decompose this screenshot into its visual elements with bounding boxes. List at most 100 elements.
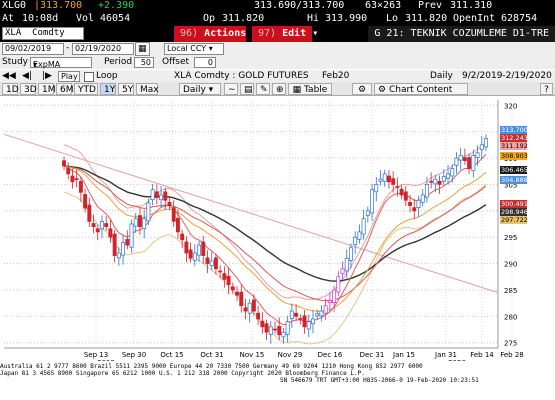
period-input[interactable]: 50: [134, 57, 154, 68]
calendar-icon[interactable]: ▦: [135, 42, 150, 56]
y-tick-label: 295: [504, 234, 517, 242]
price-label: 313.700: [501, 126, 528, 134]
period-button-5y[interactable]: 5Y: [118, 83, 134, 95]
y-tick-label: 290: [504, 261, 517, 269]
candle-body: [142, 218, 147, 230]
candle-body: [391, 178, 396, 185]
period-button-1d[interactable]: 1D: [2, 83, 19, 95]
x-tick-label: Jan 15: [392, 351, 415, 359]
candle-body: [365, 210, 370, 216]
period-button-3d[interactable]: 3D: [20, 83, 37, 95]
edit-menu-button[interactable]: 97) Edit ▾: [252, 26, 318, 42]
play-button[interactable]: Play: [58, 71, 80, 82]
table-button[interactable]: ▦ Table: [288, 83, 332, 95]
candle-body: [209, 260, 214, 267]
price-label: 312.243: [501, 134, 528, 142]
actions-menu-button[interactable]: 96) Actions ▾: [174, 26, 258, 42]
candle-body: [294, 312, 299, 317]
x-tick-label: Feb 28: [500, 351, 524, 359]
low-label: Lo: [386, 13, 399, 24]
table-icon: ▦: [292, 85, 302, 95]
candle-body: [273, 328, 277, 331]
candle-body: [251, 299, 256, 312]
candle-body: [479, 144, 484, 150]
chevron-down-icon: ▾: [33, 60, 38, 69]
period-button-ytd[interactable]: YTD: [74, 83, 98, 95]
candle-body: [108, 228, 113, 238]
date-range-bar: 09/02/2019 - 02/19/2020 ▦ Local CCY ▾: [0, 42, 555, 56]
settings-icon[interactable]: ⚙: [352, 83, 372, 95]
period-button-6m[interactable]: 6M: [56, 83, 74, 95]
price-label-box: [500, 216, 527, 224]
candle-body: [319, 310, 324, 317]
ema-8-line: [63, 153, 487, 326]
candle-body: [205, 257, 210, 264]
candle-body: [188, 249, 193, 259]
ema-30-line: [63, 165, 487, 301]
candle-body: [264, 323, 269, 333]
loop-checkbox[interactable]: [84, 72, 94, 82]
open-interest-label: OpenInt: [453, 13, 496, 24]
candle-body: [386, 175, 391, 183]
security-field[interactable]: XLA Comdty: [2, 27, 84, 40]
start-date-input[interactable]: 09/02/2019: [2, 43, 64, 55]
study-bar: Study ExpMA ▾ Period 50 Offset 0: [0, 56, 555, 69]
rewind-icon[interactable]: ◀◀: [2, 71, 16, 81]
price-chart[interactable]: 275280285290295300305310315320Sep 13Sep …: [0, 96, 555, 361]
price-label: 297.722: [501, 216, 528, 224]
candle-body: [247, 302, 252, 314]
draw-icon[interactable]: ✎: [256, 83, 270, 95]
screen-title: G 21: TEKNIK COZUMLEME D1-TRE: [368, 26, 555, 42]
y-tick-label: 320: [504, 102, 517, 110]
candle-body: [370, 189, 375, 214]
candle-body: [416, 199, 421, 208]
help-icon[interactable]: ?: [540, 83, 553, 95]
contract-label: Feb20: [322, 71, 350, 81]
candle-body: [382, 173, 387, 182]
candle-body: [441, 176, 446, 182]
candle-body: [230, 286, 235, 291]
candle-body: [395, 186, 400, 188]
candle-body: [399, 188, 404, 196]
candle-body: [327, 300, 332, 303]
price-change: +2.390: [98, 0, 135, 11]
candle-body: [104, 223, 109, 227]
x-tick-label: Nov 15: [240, 351, 265, 359]
candle-body: [374, 184, 379, 193]
candle-body: [235, 291, 239, 296]
candle-body: [298, 318, 303, 320]
zoom-icon[interactable]: ⊕: [272, 83, 286, 95]
range-label: 9/2/2019-2/19/2020: [462, 71, 552, 81]
currency-select[interactable]: Local CCY ▾: [164, 43, 224, 55]
instrument-title: XLA Comdty : GOLD FUTURES: [174, 71, 309, 81]
period-button-max[interactable]: Max: [136, 83, 159, 95]
x-tick-label: Oct 15: [160, 351, 183, 359]
candle-body: [467, 157, 472, 169]
study-select[interactable]: ExpMA ▾: [30, 57, 92, 69]
footer-copyright: Japan 81 3 4565 8900 Singapore 65 6212 1…: [0, 370, 365, 377]
candle-body: [175, 217, 180, 233]
frequency-select[interactable]: Daily ▾: [179, 83, 221, 95]
time-label: At: [2, 13, 15, 24]
candle-body: [353, 236, 358, 245]
candle-body: [70, 175, 75, 183]
study-label: Study: [2, 57, 28, 67]
step-forward-icon[interactable]: |▶: [42, 71, 52, 81]
candle-body: [475, 152, 480, 158]
chart-content-button[interactable]: ⚙ Chart Content: [374, 83, 468, 95]
period-button-1m[interactable]: 1M: [38, 83, 56, 95]
candle-body: [218, 270, 223, 273]
bid-ask: 313.690/313.700: [254, 0, 345, 11]
x-tick-label: Jan 31: [434, 351, 457, 359]
year-label: 2019: [97, 359, 115, 361]
line-chart-icon[interactable]: ∼: [224, 83, 238, 95]
step-back-icon[interactable]: ◀|: [22, 71, 32, 81]
candle-body: [121, 242, 126, 256]
period-button-1y[interactable]: 1Y: [100, 83, 116, 95]
offset-input[interactable]: 0: [194, 57, 216, 68]
candle-body: [171, 207, 176, 222]
price-label: 306.465: [501, 166, 528, 174]
candle-body: [306, 321, 311, 330]
end-date-input[interactable]: 02/19/2020: [72, 43, 134, 55]
bar-chart-icon[interactable]: ▤: [240, 83, 254, 95]
